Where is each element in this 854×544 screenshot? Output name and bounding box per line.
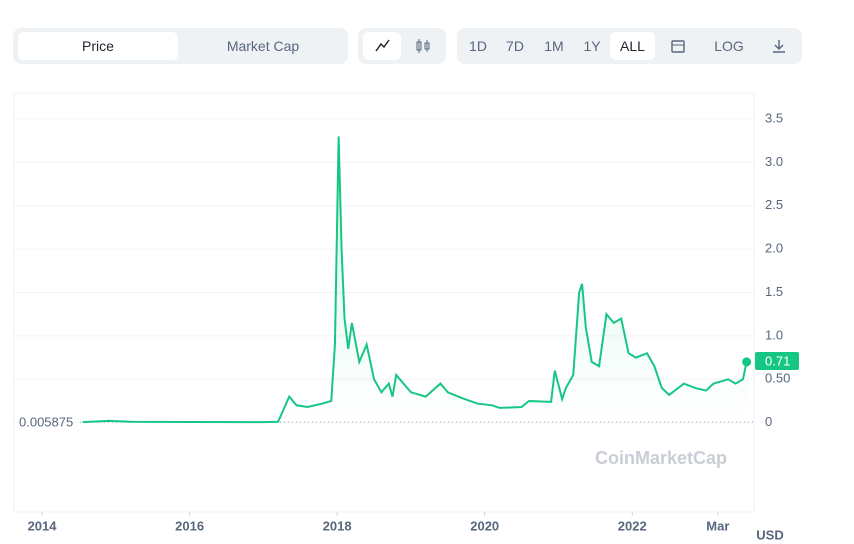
- area: [82, 136, 747, 423]
- range-button[interactable]: 1M: [544, 38, 564, 54]
- price-tag: [755, 352, 799, 371]
- y-tick-label: 0: [765, 414, 772, 429]
- last-point: [742, 357, 752, 367]
- y-tick-label: 2.5: [765, 197, 783, 212]
- y-tick-label: 3.0: [765, 154, 783, 169]
- download-icon: [773, 40, 785, 53]
- price-line: [82, 136, 748, 424]
- y-tick-label: 0.50: [765, 371, 790, 386]
- range-button[interactable]: ALL: [610, 32, 655, 60]
- x-tick-label: Mar: [706, 518, 729, 533]
- line-icon: [375, 39, 390, 52]
- market-cap-tab[interactable]: Market Cap: [226, 38, 300, 54]
- unit-label: USD: [756, 527, 783, 542]
- calendar-button[interactable]: [662, 32, 694, 60]
- y-tick-label: 1.5: [765, 284, 783, 299]
- candle-icon: [416, 39, 430, 53]
- y-tick-label: 2.0: [765, 241, 783, 256]
- x-tick-label: 2014: [28, 518, 58, 533]
- price-tab[interactable]: Price: [18, 32, 178, 60]
- x-tick-label: 2018: [323, 518, 352, 533]
- line-button[interactable]: [363, 32, 401, 60]
- chart-type-group: [358, 28, 446, 64]
- range-button[interactable]: 1Y: [583, 38, 601, 54]
- x-tick-label: 2022: [618, 518, 647, 533]
- range-button[interactable]: 1D: [469, 38, 487, 54]
- candle-button[interactable]: [404, 32, 442, 60]
- plot-frame: [13, 92, 755, 513]
- baseline-label: 0.005875: [19, 415, 73, 430]
- log-button[interactable]: LOG: [714, 38, 744, 54]
- y-tick-label: 1.0: [765, 327, 783, 342]
- price-tag-label: 0.71: [765, 353, 790, 368]
- range-button[interactable]: 7D: [506, 38, 524, 54]
- watermark: CoinMarketCap: [595, 448, 727, 468]
- tab-group: Price Market Cap: [13, 28, 348, 64]
- y-tick-label: 3.5: [765, 110, 783, 125]
- download-button[interactable]: [762, 32, 796, 60]
- x-tick-label: 2016: [175, 518, 204, 533]
- range-group: 1D 7D 1M 1Y ALL LOG: [457, 28, 802, 64]
- calendar-icon: [671, 40, 685, 53]
- x-tick-label: 2020: [470, 518, 499, 533]
